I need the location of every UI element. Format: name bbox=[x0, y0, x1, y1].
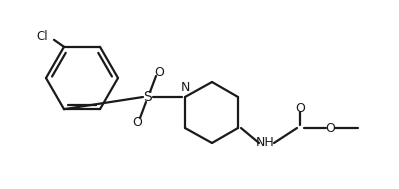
Text: Cl: Cl bbox=[36, 30, 48, 43]
Text: O: O bbox=[325, 122, 335, 135]
Text: O: O bbox=[154, 66, 164, 78]
Text: O: O bbox=[295, 101, 305, 115]
Text: O: O bbox=[132, 115, 142, 129]
Text: S: S bbox=[144, 90, 152, 104]
Text: NH: NH bbox=[256, 136, 275, 149]
Text: N: N bbox=[180, 81, 190, 94]
